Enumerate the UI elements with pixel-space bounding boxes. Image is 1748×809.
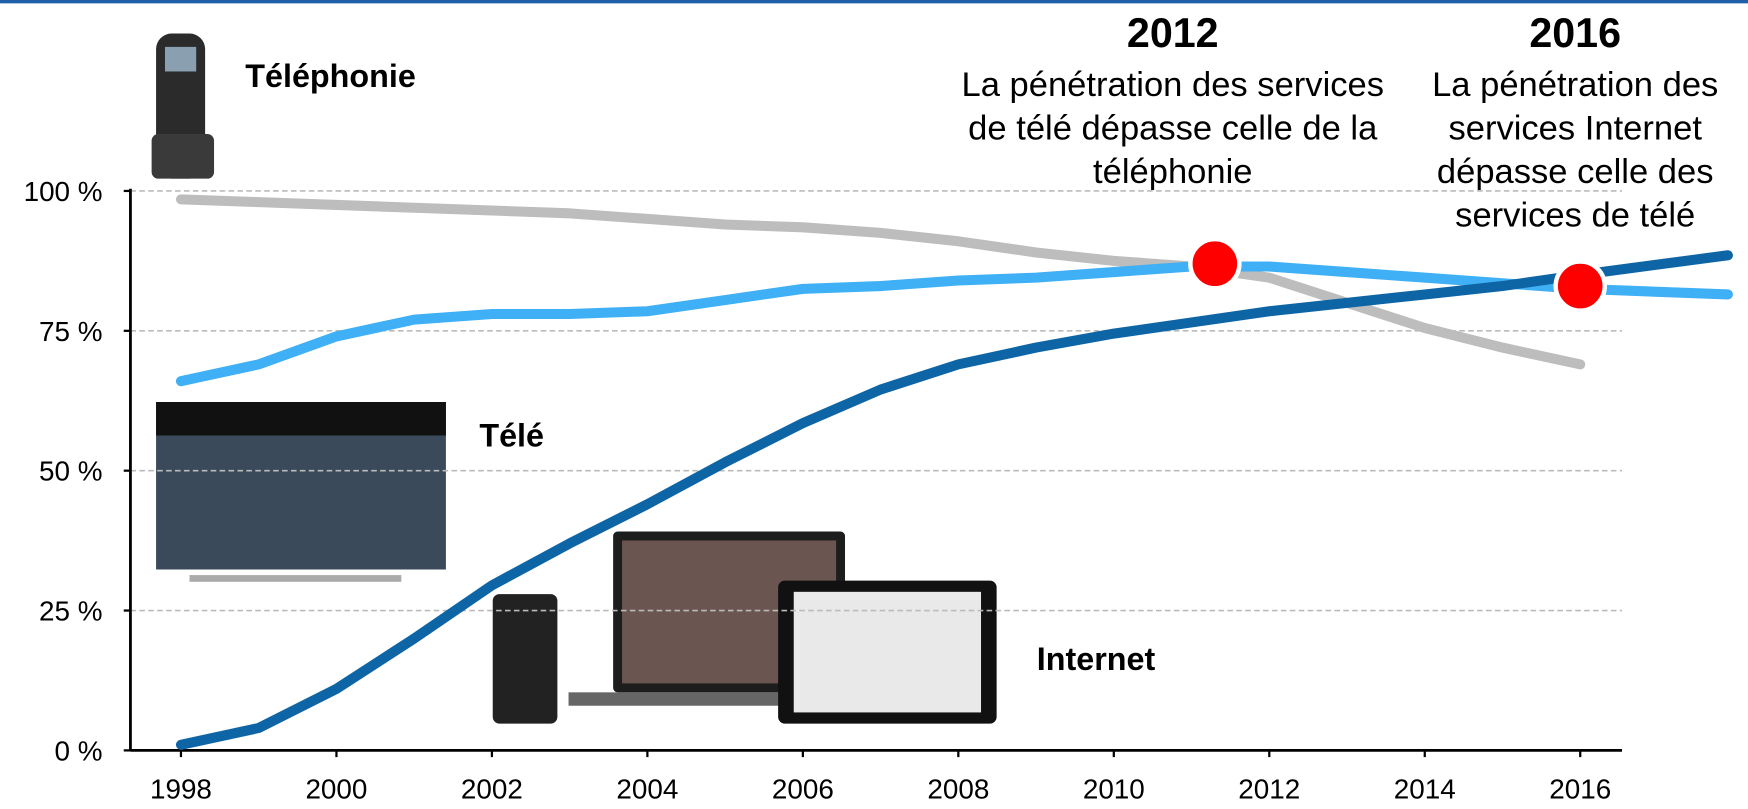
annotation-text: services Internet [1448, 110, 1702, 148]
x-tick-label: 2010 [1083, 773, 1145, 804]
x-tick-label: 2002 [461, 773, 523, 804]
series-line [175, 261, 1733, 387]
y-tick-label: 75 % [39, 316, 102, 347]
annotation-text: dépasse celle des [1437, 153, 1714, 191]
event-marker [1553, 259, 1607, 313]
series-label: Télé [479, 418, 544, 454]
y-tick-label: 25 % [39, 596, 102, 627]
x-tick-label: 2006 [772, 773, 834, 804]
series-line [175, 250, 1733, 750]
x-tick-label: 2012 [1238, 773, 1300, 804]
y-tick-label: 0 % [55, 735, 103, 766]
annotation-text: téléphonie [1093, 153, 1252, 191]
annotation-year: 2016 [1529, 10, 1621, 56]
tv-icon [156, 402, 446, 582]
top-rule [0, 0, 1748, 4]
x-tick-label: 1998 [150, 773, 212, 804]
x-tick-label: 2008 [927, 773, 989, 804]
phone-icon [151, 33, 215, 179]
annotation-text: services de télé [1455, 197, 1695, 235]
series-label: Téléphonie [245, 58, 416, 94]
annotation-year: 2012 [1127, 10, 1219, 56]
series-label: Internet [1037, 641, 1156, 677]
x-tick-label: 2014 [1394, 773, 1456, 804]
x-tick-label: 2000 [305, 773, 367, 804]
annotation-text: de télé dépasse celle de la [968, 110, 1378, 148]
y-tick-label: 50 % [39, 456, 102, 487]
annotation-text: La pénétration des [1432, 66, 1718, 104]
x-tick-label: 2004 [616, 773, 678, 804]
devices-icon [492, 531, 997, 724]
x-tick-label: 2016 [1549, 773, 1611, 804]
y-tick-label: 100 % [24, 176, 103, 207]
event-marker [1188, 236, 1242, 291]
annotation-text: La pénétration des services [962, 66, 1385, 104]
